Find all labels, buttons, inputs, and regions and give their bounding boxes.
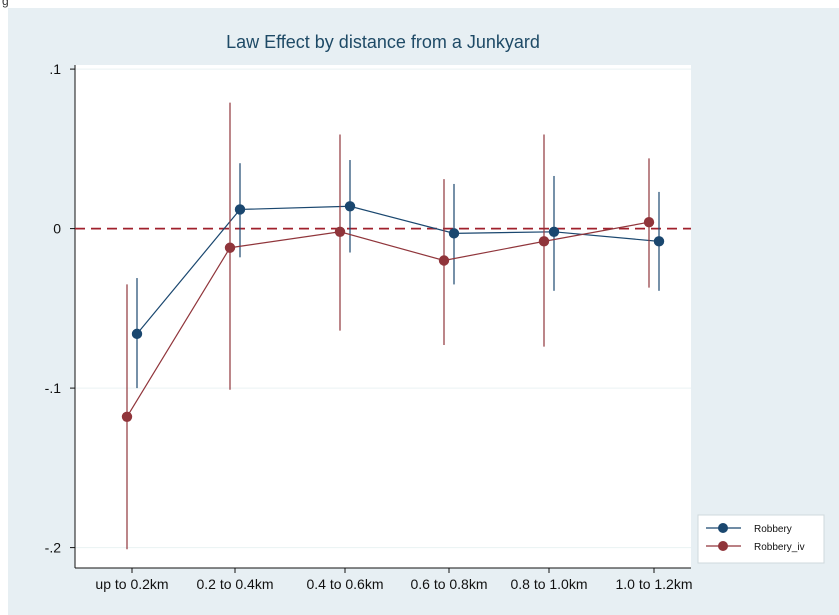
point-robbery_iv-5: [643, 217, 655, 228]
point-robbery_iv-1: [224, 242, 236, 253]
y-tick-label-0: .1: [49, 61, 61, 77]
legend: Robbery Robbery_iv: [697, 514, 825, 564]
data-marks: [121, 102, 665, 550]
point-robbery-1: [234, 204, 246, 215]
point-robbery_iv-0: [121, 411, 133, 423]
x-tick-label-1: 0.2 to 0.4km: [196, 576, 273, 592]
chart-svg: Law Effect by distance from a Junkyard .…: [45, 32, 825, 592]
series-line-robbery: [136, 205, 660, 335]
point-robbery_iv-3: [438, 255, 450, 266]
x-tick-label-5: 1.0 to 1.2km: [615, 576, 692, 592]
point-robbery-5: [653, 236, 665, 247]
plot-area: [75, 65, 691, 568]
legend-marker-0: [718, 523, 728, 533]
series-line-robbery_iv: [126, 221, 650, 418]
axes: .1 0 -.1 -.2 up to 0.2km 0.2 to 0.4km 0.4 to 0…: [45, 61, 693, 592]
point-robbery_iv-2: [334, 226, 346, 237]
x-tick-label-0: up to 0.2km: [95, 576, 168, 592]
point-robbery_iv-4: [538, 236, 550, 247]
legend-label-0: Robbery: [754, 524, 792, 535]
y-tick-label-1: 0: [53, 221, 61, 237]
point-robbery-2: [344, 201, 356, 212]
x-tick-label-4: 0.8 to 1.0km: [510, 576, 587, 592]
y-tick-label-3: -.2: [45, 540, 62, 556]
point-robbery-4: [548, 226, 560, 237]
chart-figure: Law Effect by distance from a Junkyard .…: [8, 8, 839, 615]
legend-box: [697, 514, 825, 564]
point-robbery-3: [448, 228, 460, 239]
y-tick-label-2: -.1: [45, 380, 62, 396]
point-robbery-0: [131, 328, 143, 340]
x-tick-label-3: 0.6 to 0.8km: [410, 576, 487, 592]
chart-title: Law Effect by distance from a Junkyard: [226, 32, 540, 52]
figure-caption: g: [0, 0, 839, 8]
grid-lines: [75, 68, 691, 549]
x-tick-label-2: 0.4 to 0.6km: [306, 576, 383, 592]
figure-caption-text: g: [2, 0, 9, 8]
legend-marker-1: [718, 541, 728, 551]
legend-label-1: Robbery_iv: [754, 542, 805, 553]
